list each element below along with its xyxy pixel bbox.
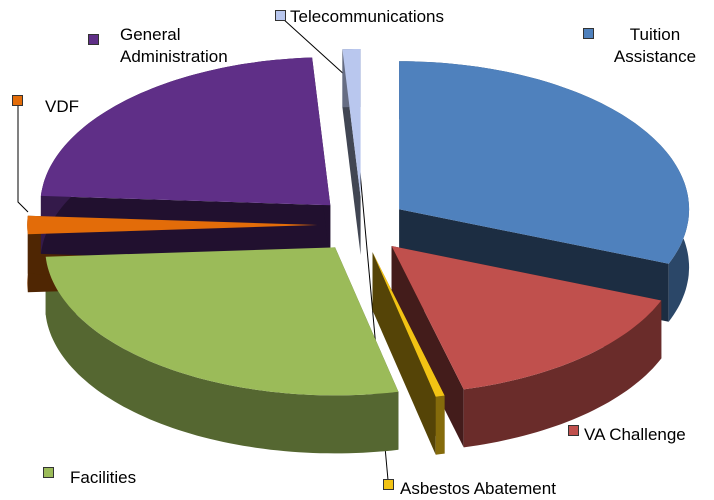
legend-label: Tuition Assistance — [613, 25, 697, 66]
legend-label: Asbestos Abatement — [400, 479, 556, 498]
slice-wall — [435, 395, 445, 455]
legend-label: Facilities — [70, 468, 137, 487]
slice-wall — [463, 300, 662, 448]
slice — [391, 246, 662, 390]
slice-side — [391, 246, 464, 448]
leader-line — [281, 17, 347, 77]
legend-marker — [88, 34, 99, 45]
slice — [45, 247, 399, 396]
slice — [372, 252, 445, 397]
slice — [399, 61, 690, 264]
legend-marker — [43, 467, 54, 478]
legend-label: VDF — [45, 97, 79, 116]
legend-marker — [568, 425, 579, 436]
slice — [342, 49, 361, 197]
legend-label: General Administration — [120, 25, 228, 66]
legend-marker — [383, 479, 394, 490]
slice-side — [40, 195, 331, 264]
slice-side — [372, 252, 436, 455]
slice-wall — [45, 256, 399, 454]
slice — [40, 57, 331, 206]
legend-marker — [275, 10, 286, 21]
slice — [27, 215, 318, 235]
legend-label: VA Challenge — [584, 425, 686, 444]
legend-marker — [583, 28, 594, 39]
legend-label: Telecommunications — [290, 7, 445, 26]
legend-marker — [12, 95, 23, 106]
leader-line — [17, 106, 29, 213]
